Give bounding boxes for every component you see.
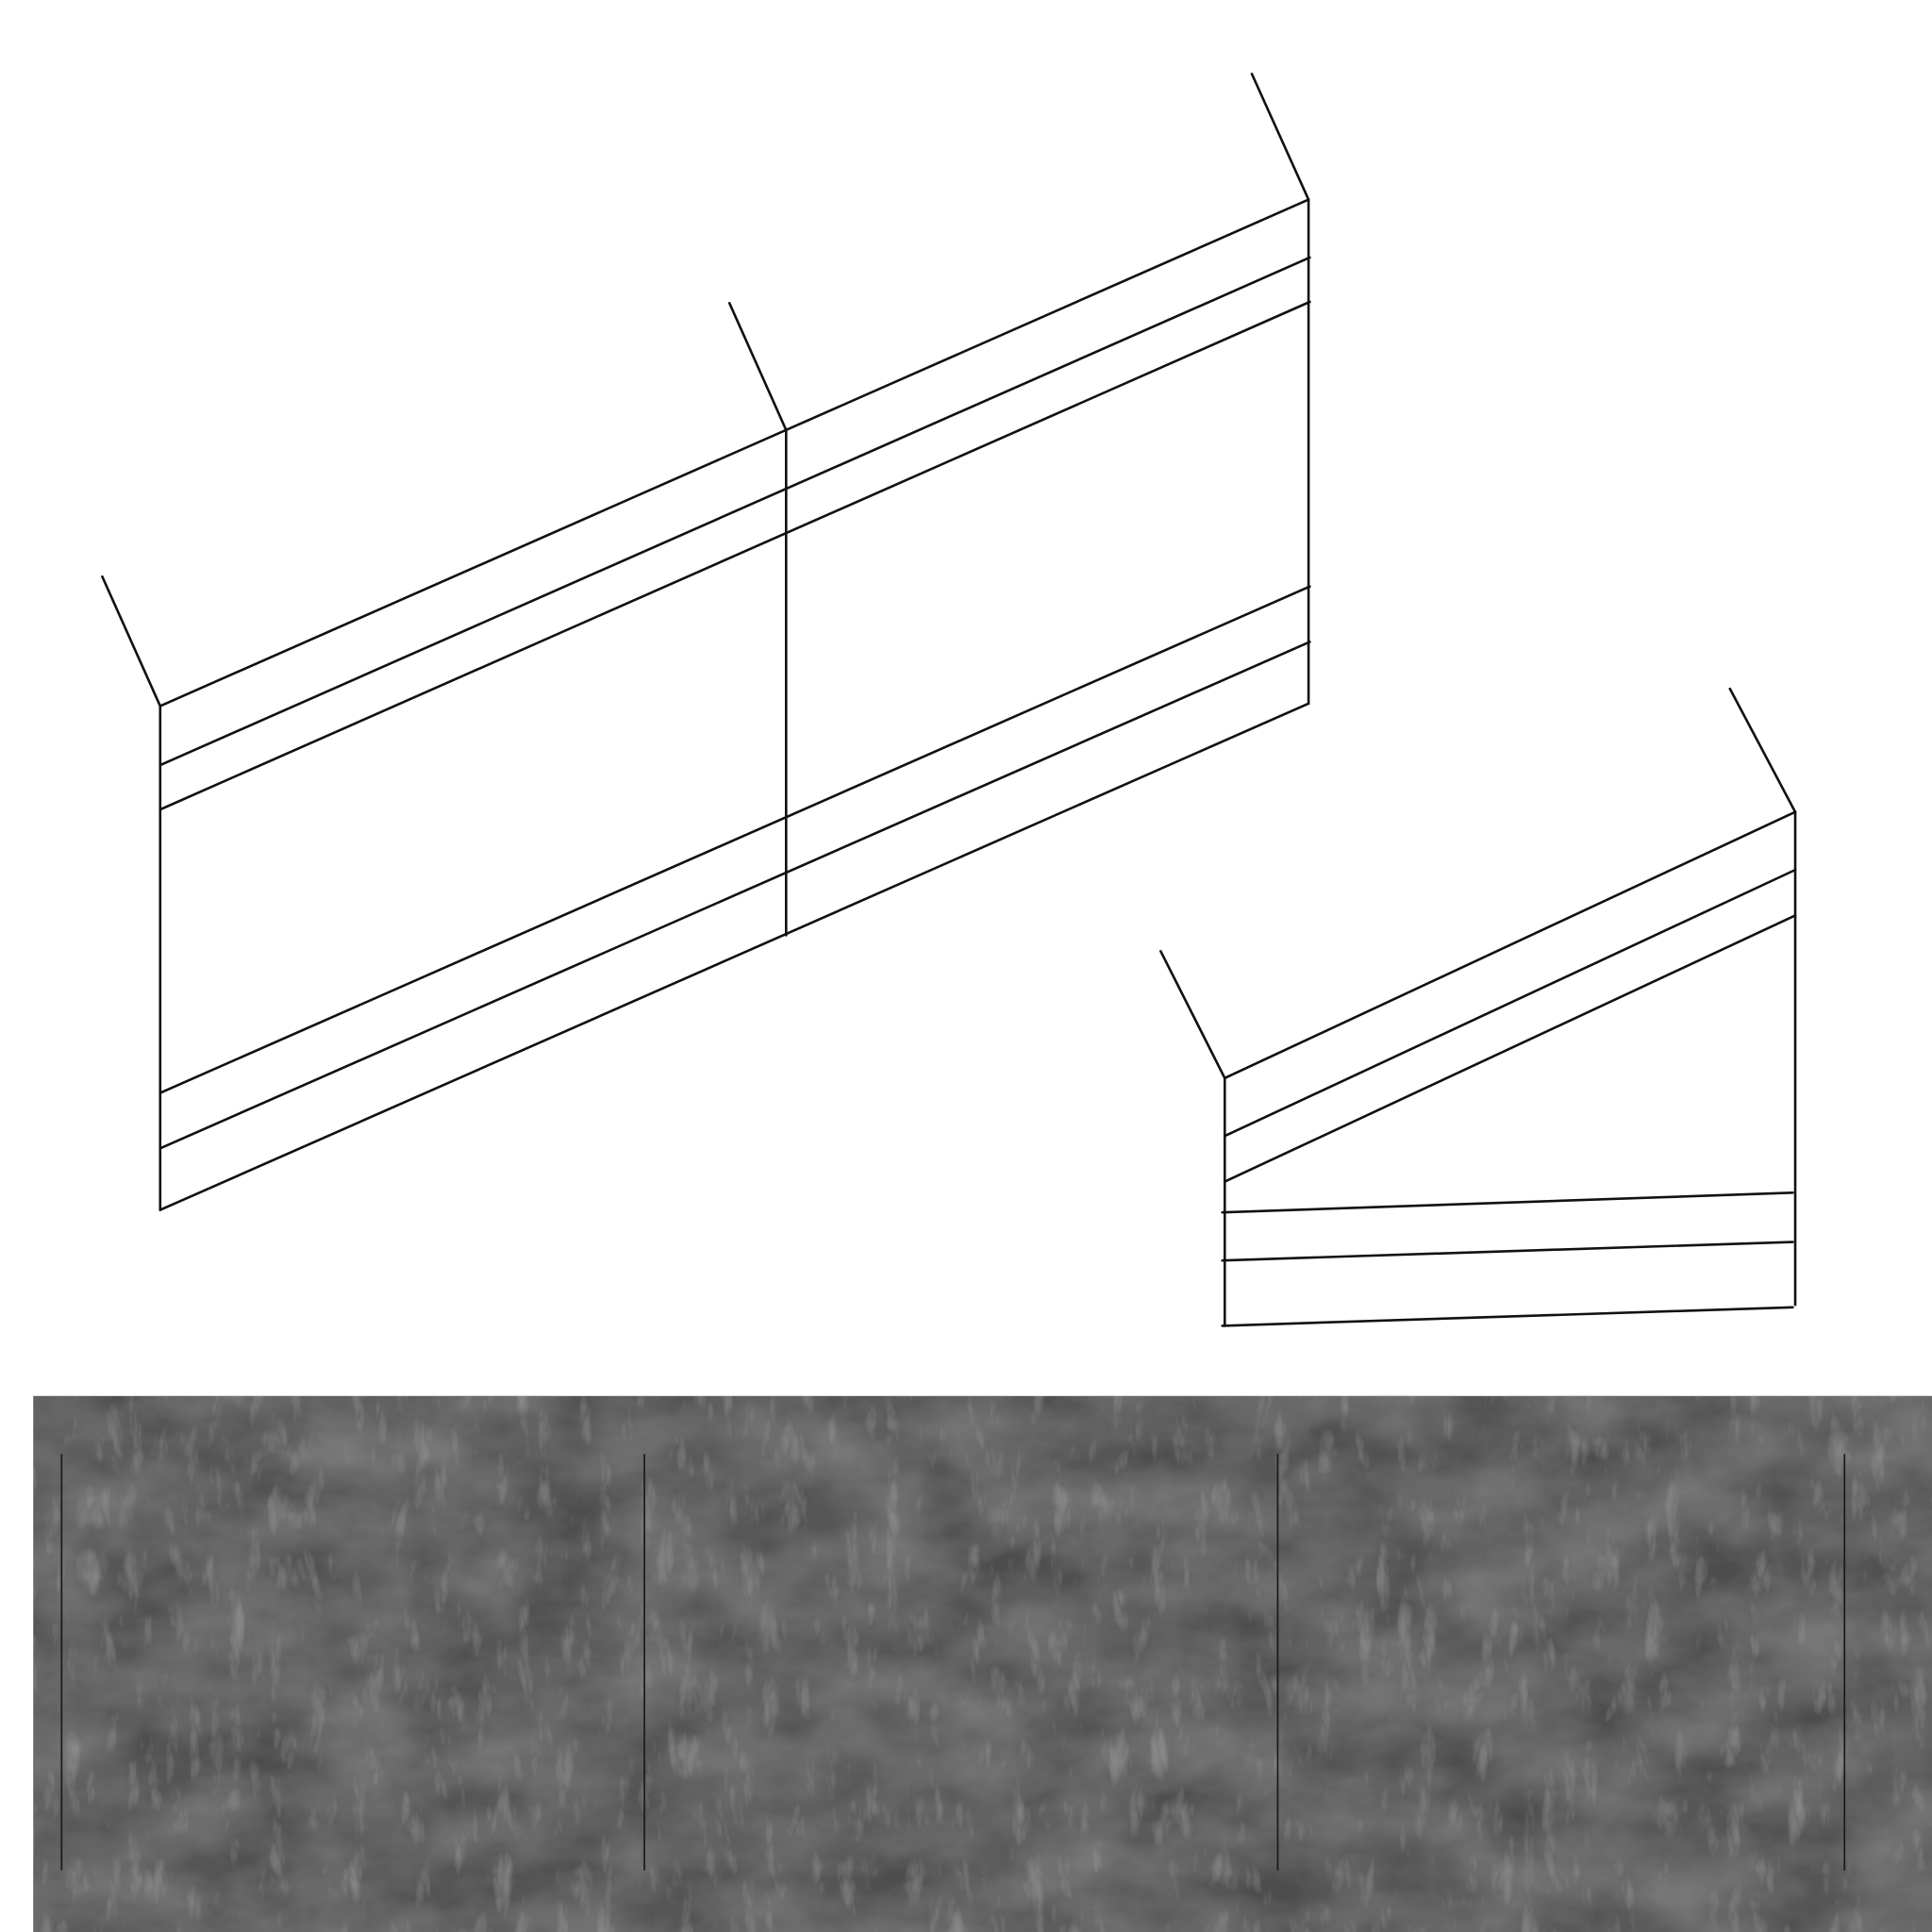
rail [1223,810,1797,1080]
rail [158,585,1311,1094]
rail [158,300,1311,811]
post-extension [1250,73,1310,201]
post-extension [101,575,162,708]
rail [1223,868,1797,1138]
rail [1221,1306,1794,1327]
rail [1223,914,1797,1183]
small-railing [1159,687,1797,1327]
post-extension [727,302,788,432]
rail [158,702,1310,1211]
rail [158,198,1310,708]
textured-band [33,1395,1932,1932]
post-extension [1728,687,1797,814]
large-railing [101,73,1311,1211]
rail [158,641,1311,1150]
post-extension [1159,950,1226,1080]
rail [1221,1241,1794,1262]
texture-panel [33,1395,1932,1932]
rail [1221,1191,1794,1214]
rail [158,256,1311,767]
